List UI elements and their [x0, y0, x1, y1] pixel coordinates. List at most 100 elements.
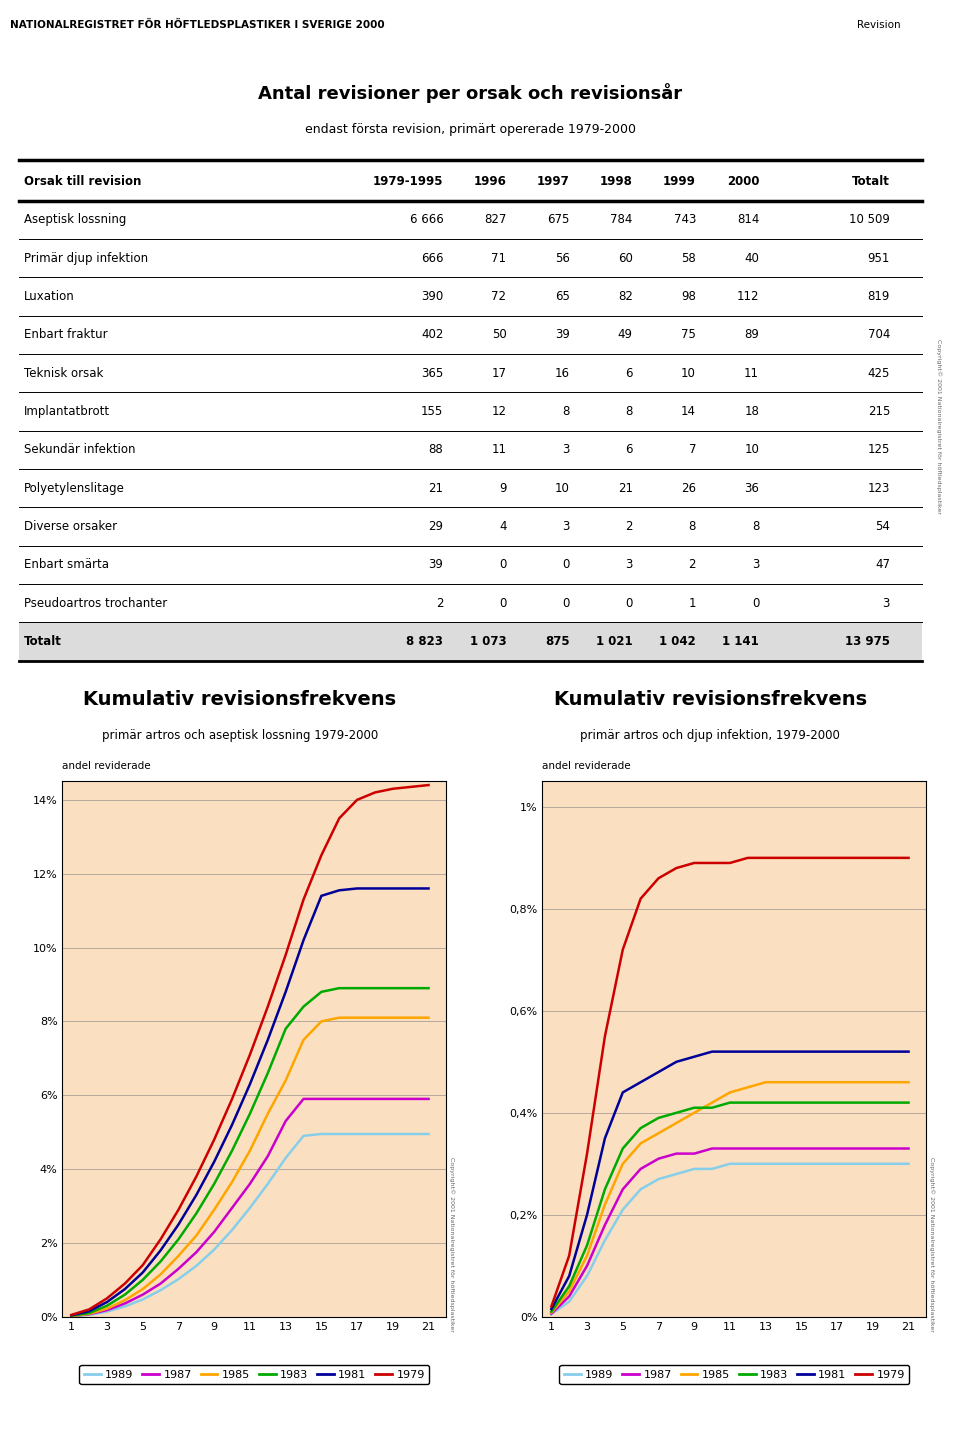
Text: 18: 18 [744, 405, 759, 418]
Text: 8: 8 [752, 519, 759, 532]
Text: primär artros och djup infektion, 1979-2000: primär artros och djup infektion, 1979-2… [581, 729, 840, 742]
Text: 784: 784 [611, 213, 633, 226]
Text: 58: 58 [682, 252, 696, 265]
Text: 2: 2 [625, 519, 633, 532]
Text: 39: 39 [428, 559, 444, 572]
Text: 215: 215 [868, 405, 890, 418]
Text: 8: 8 [626, 405, 633, 418]
Text: 3: 3 [752, 559, 759, 572]
Text: 1 073: 1 073 [469, 635, 507, 648]
Text: 1 021: 1 021 [596, 635, 633, 648]
Text: 0: 0 [752, 596, 759, 609]
Text: 11: 11 [744, 366, 759, 379]
Text: 56: 56 [555, 252, 569, 265]
FancyBboxPatch shape [19, 622, 922, 661]
Text: 98: 98 [682, 289, 696, 302]
Text: Kumulativ revisionsfrekvens: Kumulativ revisionsfrekvens [84, 690, 396, 709]
Text: 6 666: 6 666 [410, 213, 444, 226]
Text: Revision: Revision [856, 20, 900, 29]
Text: Polyetylenslitage: Polyetylenslitage [24, 482, 125, 495]
Text: Orsak till revision: Orsak till revision [24, 175, 141, 188]
Text: 21: 21 [618, 482, 633, 495]
Text: 7: 7 [688, 443, 696, 456]
Text: Teknisk orsak: Teknisk orsak [24, 366, 103, 379]
Text: Copyright© 2001 Nationalregistret för höftledsplastiker: Copyright© 2001 Nationalregistret för hö… [936, 340, 942, 514]
Text: 26: 26 [681, 482, 696, 495]
Text: 3: 3 [563, 443, 569, 456]
Text: 390: 390 [421, 289, 444, 302]
Text: 1 141: 1 141 [723, 635, 759, 648]
Text: 819: 819 [868, 289, 890, 302]
Text: Totalt: Totalt [24, 635, 61, 648]
Text: 827: 827 [484, 213, 507, 226]
Text: 29: 29 [428, 519, 444, 532]
Text: 72: 72 [492, 289, 507, 302]
Text: 8: 8 [563, 405, 569, 418]
Text: 0: 0 [563, 559, 569, 572]
Text: Copyright© 2001 Nationalregistret för höftledsplastiker: Copyright© 2001 Nationalregistret för hö… [449, 1158, 455, 1331]
Text: 50: 50 [492, 328, 507, 341]
Text: 47: 47 [875, 559, 890, 572]
Text: Luxation: Luxation [24, 289, 75, 302]
Text: 1999: 1999 [663, 175, 696, 188]
Text: 425: 425 [868, 366, 890, 379]
Text: Sekundär infektion: Sekundär infektion [24, 443, 135, 456]
Text: 54: 54 [876, 519, 890, 532]
Text: Pseudoartros trochanter: Pseudoartros trochanter [24, 596, 167, 609]
Text: 704: 704 [868, 328, 890, 341]
Text: 1979-1995: 1979-1995 [372, 175, 444, 188]
Text: 2: 2 [688, 559, 696, 572]
Text: 0: 0 [626, 596, 633, 609]
Text: 8: 8 [688, 519, 696, 532]
Text: 125: 125 [868, 443, 890, 456]
Text: 39: 39 [555, 328, 569, 341]
Text: 1998: 1998 [600, 175, 633, 188]
Text: 0: 0 [499, 559, 507, 572]
Text: 13 975: 13 975 [845, 635, 890, 648]
Text: 36: 36 [744, 482, 759, 495]
Text: 16: 16 [555, 366, 569, 379]
Text: 17: 17 [924, 16, 948, 33]
Text: 875: 875 [545, 635, 569, 648]
Text: 8 823: 8 823 [406, 635, 444, 648]
Text: 12: 12 [492, 405, 507, 418]
Text: 4: 4 [499, 519, 507, 532]
Text: Enbart fraktur: Enbart fraktur [24, 328, 108, 341]
Text: 365: 365 [421, 366, 444, 379]
Text: 3: 3 [882, 596, 890, 609]
Text: 11: 11 [492, 443, 507, 456]
Text: 6: 6 [625, 366, 633, 379]
Text: 1997: 1997 [537, 175, 569, 188]
Text: 123: 123 [868, 482, 890, 495]
Text: 10: 10 [744, 443, 759, 456]
Text: 1 042: 1 042 [660, 635, 696, 648]
Text: 14: 14 [681, 405, 696, 418]
Text: 6: 6 [625, 443, 633, 456]
Text: Primär djup infektion: Primär djup infektion [24, 252, 148, 265]
Text: 75: 75 [682, 328, 696, 341]
Text: 814: 814 [736, 213, 759, 226]
Text: 88: 88 [428, 443, 444, 456]
Text: 1: 1 [688, 596, 696, 609]
Text: NATIONALREGISTRET FÖR HÖFTLEDSPLASTIKER I SVERIGE 2000: NATIONALREGISTRET FÖR HÖFTLEDSPLASTIKER … [11, 20, 385, 29]
Text: 402: 402 [420, 328, 444, 341]
Text: 89: 89 [744, 328, 759, 341]
Text: 675: 675 [547, 213, 569, 226]
Text: 40: 40 [744, 252, 759, 265]
Text: 10: 10 [682, 366, 696, 379]
Text: 743: 743 [674, 213, 696, 226]
Text: Totalt: Totalt [852, 175, 890, 188]
Text: primär artros och aseptisk lossning 1979-2000: primär artros och aseptisk lossning 1979… [102, 729, 378, 742]
Text: 21: 21 [428, 482, 444, 495]
Text: 17: 17 [492, 366, 507, 379]
Text: 951: 951 [868, 252, 890, 265]
Text: Kumulativ revisionsfrekvens: Kumulativ revisionsfrekvens [554, 690, 867, 709]
Text: endast första revision, primärt opererade 1979-2000: endast första revision, primärt opererad… [305, 123, 636, 136]
Text: 0: 0 [563, 596, 569, 609]
Text: Diverse orsaker: Diverse orsaker [24, 519, 117, 532]
Text: 49: 49 [618, 328, 633, 341]
Text: 10 509: 10 509 [850, 213, 890, 226]
Text: 3: 3 [626, 559, 633, 572]
Legend: 1989, 1987, 1985, 1983, 1981, 1979: 1989, 1987, 1985, 1983, 1981, 1979 [560, 1365, 909, 1383]
Text: Enbart smärta: Enbart smärta [24, 559, 108, 572]
